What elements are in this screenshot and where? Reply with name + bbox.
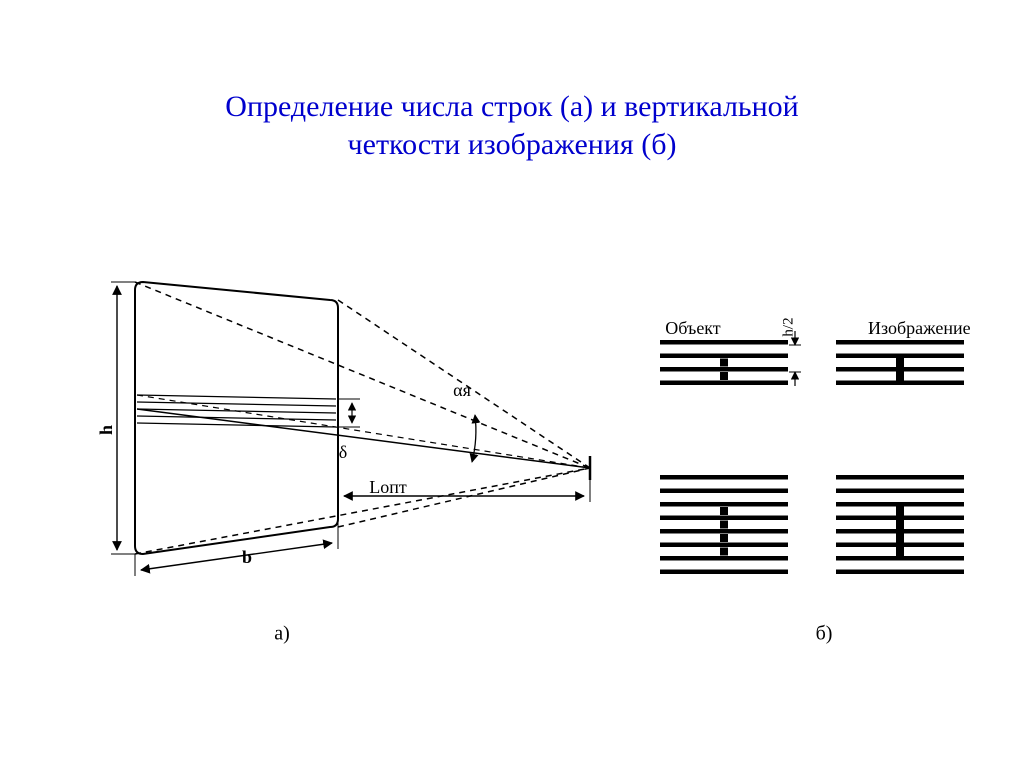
svg-text:h: h <box>96 425 116 435</box>
svg-text:Изображение: Изображение <box>868 318 971 338</box>
svg-text:b: b <box>242 547 252 567</box>
figure-canvas: h b δ Lопт αя а) Объект Изображение h/2 б) <box>0 0 1024 768</box>
svg-text:h/2: h/2 <box>780 317 796 336</box>
svg-text:б): б) <box>816 623 833 645</box>
svg-text:δ: δ <box>339 442 347 462</box>
svg-text:αя: αя <box>453 380 471 400</box>
svg-text:Lопт: Lопт <box>369 477 407 497</box>
svg-text:а): а) <box>274 623 290 645</box>
svg-text:Объект: Объект <box>665 318 721 338</box>
